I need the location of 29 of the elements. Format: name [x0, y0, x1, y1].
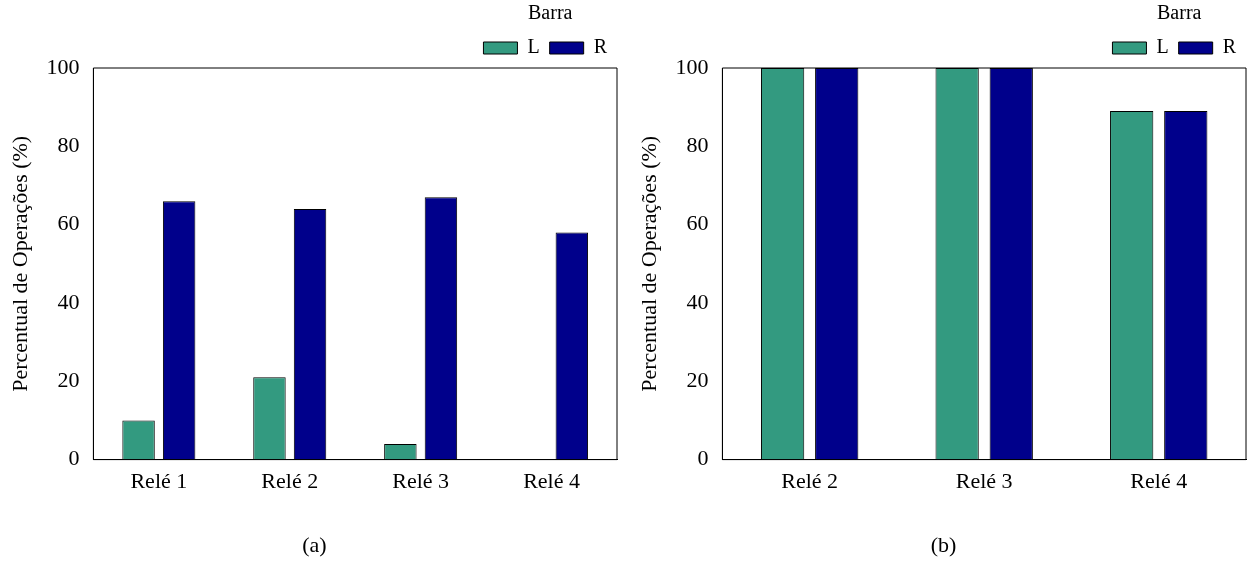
x-tick-label: Relé 2 — [781, 467, 839, 493]
text: (a) — [302, 532, 327, 558]
x-tick-label: Relé 1 — [130, 467, 188, 493]
y-tick-label: 20 — [686, 367, 709, 393]
y-tick-label: 60 — [57, 210, 80, 236]
y-tick-label: 40 — [686, 288, 709, 314]
x-tick-label: Relé 2 — [261, 467, 319, 493]
y-tick-label: 80 — [686, 132, 709, 158]
legend-label: R — [1222, 35, 1237, 58]
y-axis-title: Percentual de Operações (%) — [6, 135, 32, 392]
y-tick-label: 80 — [57, 132, 80, 158]
y-tick-label: 60 — [686, 210, 709, 236]
x-tick-label: Relé 3 — [392, 467, 450, 493]
text: (b) — [930, 532, 957, 558]
legend-label: R — [593, 35, 608, 58]
y-tick-label: 20 — [57, 367, 80, 393]
legend-title: Barra — [1157, 1, 1202, 24]
x-tick-label: Relé 4 — [1130, 467, 1188, 493]
y-axis-title: Percentual de Operações (%) — [635, 135, 661, 392]
y-tick-label: 40 — [57, 288, 80, 314]
legend-label: L — [1156, 35, 1169, 58]
x-tick-label: Relé 4 — [523, 467, 580, 493]
x-tick-label: Relé 3 — [955, 467, 1013, 493]
legend-title: Barra — [528, 1, 573, 24]
y-tick-label: 0 — [68, 445, 80, 471]
y-tick-label: 100 — [46, 53, 80, 79]
y-tick-label: 0 — [697, 445, 709, 471]
y-tick-label: 100 — [675, 53, 709, 79]
legend-label: L — [527, 35, 540, 58]
